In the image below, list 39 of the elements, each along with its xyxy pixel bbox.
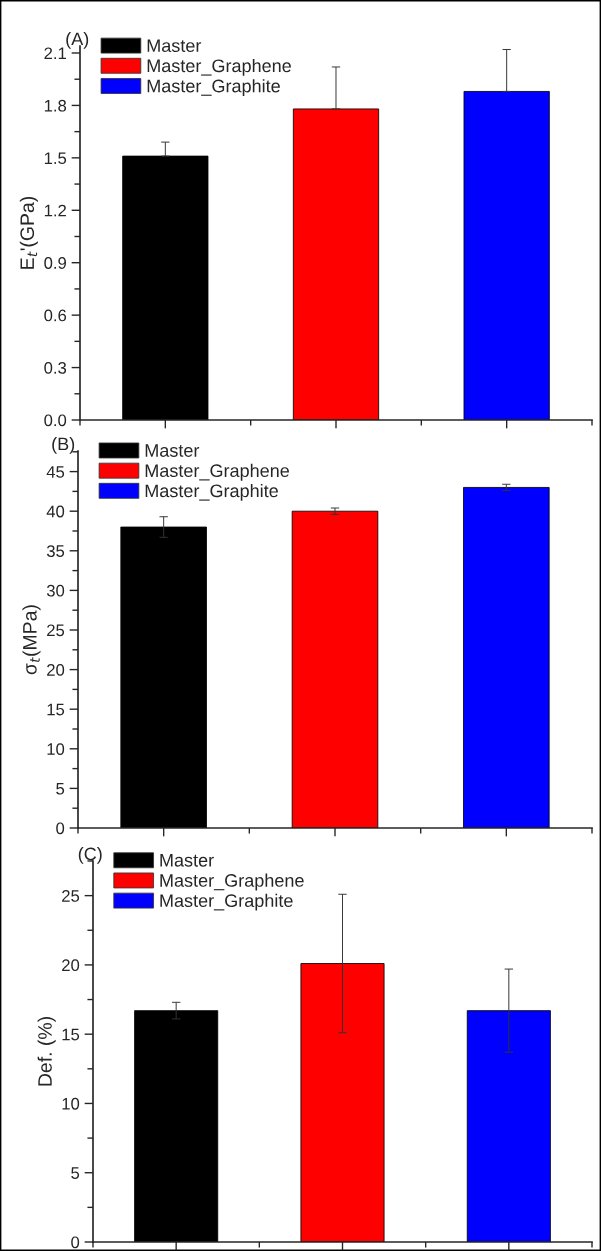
- y-tick-label: 0.9: [44, 257, 67, 269]
- y-axis-title: E$_{t}$'(GPa): [19, 196, 38, 269]
- y-axis-title: Def. (%): [37, 1017, 56, 1086]
- legend-label: Master_Graphite: [145, 483, 278, 501]
- y-axis-title: σ$_{t}$(MPa): [22, 605, 41, 675]
- y-tick-label: 30: [46, 584, 65, 597]
- y-tick-label: 2.1: [44, 47, 66, 60]
- y-tick-label: 5: [71, 1167, 80, 1179]
- legend-label: Master_Graphite: [160, 893, 293, 911]
- legend-label: Master_Graphene: [145, 463, 289, 481]
- y-tick-label: 45: [46, 466, 65, 478]
- annotation: (A): [66, 32, 89, 49]
- y-tick-label: 0.3: [44, 361, 67, 374]
- y-tick-label: 1.8: [44, 99, 67, 112]
- y-tick-label: 25: [47, 624, 65, 637]
- text: (B): [52, 437, 75, 454]
- y-tick-label: 5: [56, 782, 65, 795]
- y-tick-label: 40: [46, 505, 65, 518]
- y-tick-label: 0: [71, 1236, 80, 1249]
- legend-label: Master: [147, 39, 202, 53]
- y-tick-label: 10: [47, 743, 65, 755]
- y-tick-label: 35: [46, 545, 65, 557]
- y-tick-label: 15: [62, 1028, 80, 1041]
- y-tick-label: 10: [62, 1097, 80, 1110]
- y-tick-label: 0: [56, 822, 65, 835]
- y-tick-label: 20: [47, 664, 65, 676]
- legend-label: Master_Graphene: [147, 58, 291, 76]
- legend-label: Master_Graphite: [147, 79, 280, 96]
- y-tick-label: 0.0: [44, 414, 67, 427]
- y-tick-label: 0.6: [44, 309, 67, 322]
- annotation: (C): [78, 847, 102, 864]
- y-tick-label: 20: [62, 959, 80, 972]
- legend-label: Master_Graphene: [160, 873, 304, 891]
- y-tick-label: 15: [47, 703, 65, 716]
- y-tick-label: 25: [62, 890, 80, 902]
- y-tick-label: 1.5: [44, 152, 67, 165]
- y-tick-label: 1.2: [44, 204, 66, 217]
- legend-label: Master: [145, 444, 200, 457]
- legend-label: Master: [160, 854, 214, 867]
